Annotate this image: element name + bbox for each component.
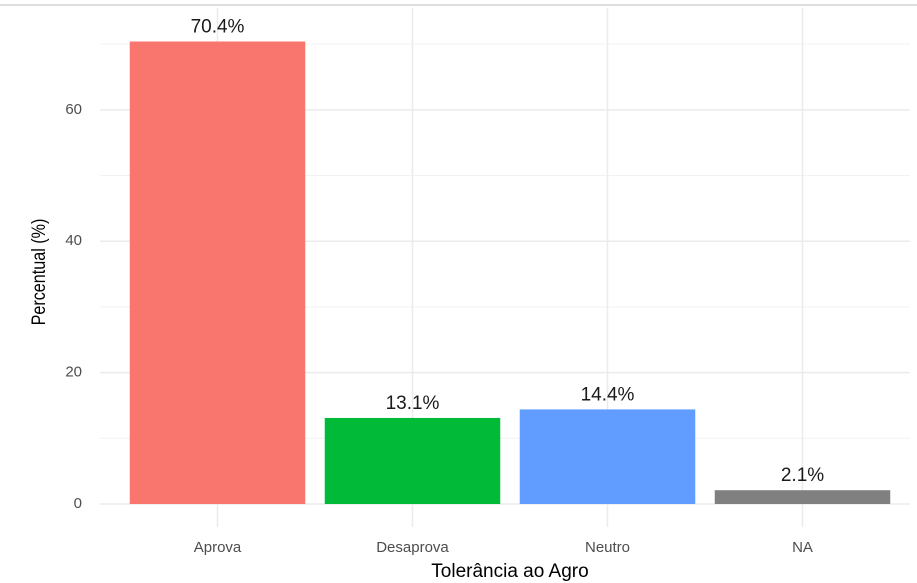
x-tick-label: Desaprova bbox=[376, 539, 449, 556]
x-axis-title: Tolerância ao Agro bbox=[431, 561, 588, 582]
y-tick-label: 20 bbox=[65, 364, 82, 381]
x-tick-label: Aprova bbox=[194, 539, 242, 556]
y-axis-title: Percentual (%) bbox=[28, 219, 50, 326]
y-tick-label: 0 bbox=[74, 495, 82, 512]
bar bbox=[324, 417, 501, 505]
bar bbox=[714, 490, 891, 505]
y-tick-label: 40 bbox=[65, 232, 82, 249]
value-label: 2.1% bbox=[781, 465, 824, 486]
bar bbox=[519, 409, 696, 505]
x-tick-label: Neutro bbox=[585, 539, 630, 556]
bar bbox=[129, 41, 306, 505]
value-label: 14.4% bbox=[581, 384, 635, 405]
value-label: 13.1% bbox=[386, 393, 440, 414]
x-tick-label: NA bbox=[792, 539, 813, 556]
value-label: 70.4% bbox=[191, 17, 245, 38]
y-tick-label: 60 bbox=[65, 101, 82, 118]
